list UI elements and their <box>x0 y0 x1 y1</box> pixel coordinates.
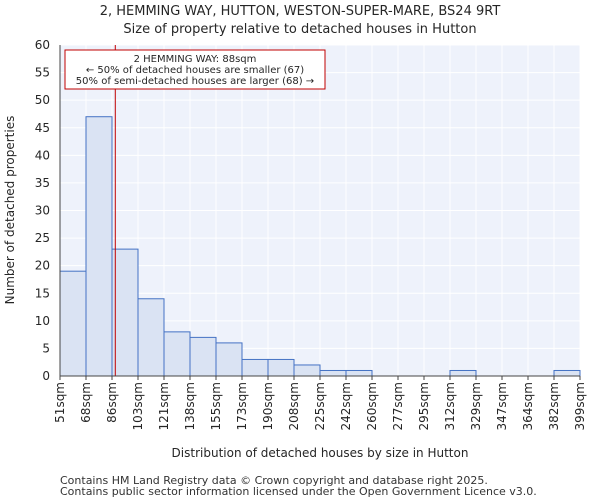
x-tick-label: 277sqm <box>391 382 405 430</box>
histogram-bar <box>293 364 321 377</box>
x-tick-label: 121sqm <box>157 382 171 430</box>
annotation-line-2: ← 50% of detached houses are smaller (67… <box>86 65 304 76</box>
x-tick-label: 364sqm <box>521 382 535 430</box>
y-tick-label: 60 <box>35 38 50 52</box>
x-tick-label: 399sqm <box>573 382 587 430</box>
x-tick-label: 382sqm <box>547 382 561 430</box>
histogram-bar <box>137 298 165 377</box>
histogram-bar <box>59 270 87 377</box>
histogram-bar <box>85 116 113 377</box>
x-axis-label: Distribution of detached houses by size … <box>172 446 469 460</box>
footer-line-1: Contains HM Land Registry data © Crown c… <box>60 474 488 487</box>
histogram-bar <box>163 331 191 377</box>
histogram-bar <box>319 369 347 377</box>
y-tick-label: 15 <box>35 286 50 300</box>
footer-line-2: Contains public sector information licen… <box>60 485 537 498</box>
chart-subtitle: Size of property relative to detached ho… <box>123 22 477 37</box>
y-tick-label: 10 <box>35 314 50 328</box>
annotation-line-1: 2 HEMMING WAY: 88sqm <box>134 54 257 65</box>
chart-title: 2, HEMMING WAY, HUTTON, WESTON-SUPER-MAR… <box>99 4 501 19</box>
y-tick-label: 55 <box>35 66 50 80</box>
annotation-line-3: 50% of semi-detached houses are larger (… <box>76 76 314 87</box>
x-tick-label: 190sqm <box>261 382 275 430</box>
y-tick-label: 20 <box>35 259 50 273</box>
y-tick-label: 5 <box>42 341 50 355</box>
x-tick-label: 242sqm <box>339 382 353 430</box>
histogram-bar <box>111 248 139 377</box>
x-tick-label: 312sqm <box>443 382 457 430</box>
y-tick-label: 25 <box>35 231 50 245</box>
x-tick-label: 173sqm <box>235 382 249 430</box>
x-tick-label: 260sqm <box>365 382 379 430</box>
x-tick-label: 347sqm <box>495 382 509 430</box>
x-tick-label: 138sqm <box>183 382 197 430</box>
x-tick-label: 155sqm <box>209 382 223 430</box>
y-tick-label: 35 <box>35 176 50 190</box>
y-axis-label: Number of detached properties <box>3 116 17 305</box>
y-tick-label: 30 <box>35 204 50 218</box>
x-tick-label: 68sqm <box>79 382 93 423</box>
x-tick-label: 329sqm <box>469 382 483 430</box>
x-tick-label: 295sqm <box>417 382 431 430</box>
y-tick-label: 50 <box>35 93 50 107</box>
x-tick-label: 208sqm <box>287 382 301 430</box>
x-tick-label: 103sqm <box>131 382 145 430</box>
histogram-bar <box>449 369 477 377</box>
x-tick-label: 86sqm <box>105 382 119 423</box>
y-tick-label: 45 <box>35 121 50 135</box>
histogram-bar <box>189 336 217 377</box>
histogram-bar <box>241 358 269 377</box>
histogram-bar <box>553 369 581 377</box>
marker-annotation: 2 HEMMING WAY: 88sqm ← 50% of detached h… <box>64 49 326 90</box>
histogram-chart: 0 5 10 15 20 25 30 35 40 45 50 55 60 51sqm 68sqm 86sqm… <box>3 38 587 460</box>
histogram-bar <box>345 369 373 377</box>
histogram-bar <box>267 358 295 377</box>
annotation-box <box>64 49 326 90</box>
y-tick-label: 40 <box>35 148 50 162</box>
x-tick-label: 51sqm <box>53 382 67 423</box>
x-tick-label: 225sqm <box>313 382 327 430</box>
histogram-bar <box>215 342 243 377</box>
y-tick-label: 0 <box>42 369 50 383</box>
